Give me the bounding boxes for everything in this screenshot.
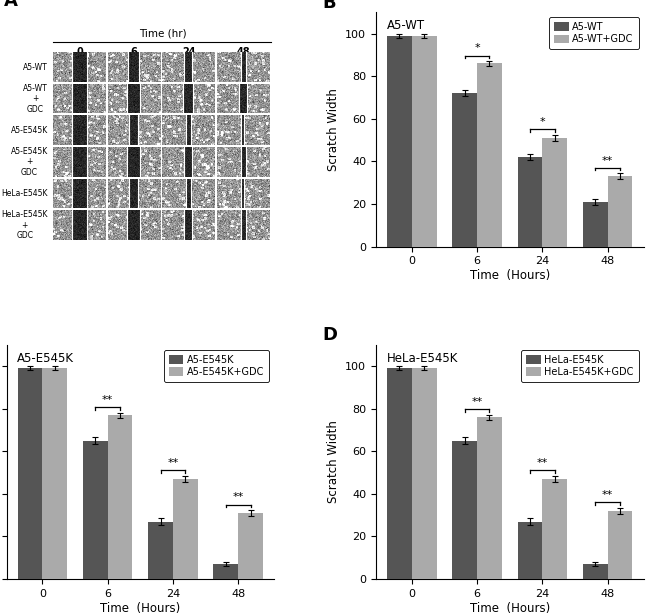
Bar bbox=[411, 36, 437, 246]
Text: A5-WT: A5-WT bbox=[387, 19, 424, 33]
Legend: HeLa-E545K, HeLa-E545K+GDC: HeLa-E545K, HeLa-E545K+GDC bbox=[521, 350, 639, 382]
Bar bbox=[452, 440, 477, 579]
Bar bbox=[583, 564, 608, 579]
Text: **: ** bbox=[602, 490, 613, 500]
Bar bbox=[387, 36, 411, 246]
X-axis label: Time  (Hours): Time (Hours) bbox=[100, 602, 181, 615]
Text: **: ** bbox=[233, 492, 244, 503]
Text: 48: 48 bbox=[237, 47, 250, 57]
Bar bbox=[411, 368, 437, 579]
Bar bbox=[517, 522, 542, 579]
Text: HeLa-E545K
+
GDC: HeLa-E545K + GDC bbox=[1, 210, 48, 240]
Text: **: ** bbox=[602, 156, 613, 166]
Y-axis label: Scratch Width: Scratch Width bbox=[326, 421, 339, 503]
Text: *: * bbox=[540, 117, 545, 128]
Text: *: * bbox=[474, 43, 480, 54]
Text: Time (hr): Time (hr) bbox=[138, 29, 186, 39]
Text: 6: 6 bbox=[131, 47, 137, 57]
Text: **: ** bbox=[102, 395, 113, 405]
Bar bbox=[18, 368, 42, 579]
Bar bbox=[148, 522, 173, 579]
Text: **: ** bbox=[537, 458, 548, 468]
Bar bbox=[608, 176, 632, 246]
X-axis label: Time  (Hours): Time (Hours) bbox=[469, 602, 550, 615]
Bar bbox=[108, 415, 133, 579]
Text: HeLa-E545K: HeLa-E545K bbox=[387, 352, 458, 365]
Text: **: ** bbox=[167, 458, 179, 468]
Bar bbox=[42, 368, 67, 579]
Text: A5-WT
+
GDC: A5-WT + GDC bbox=[23, 84, 48, 113]
Bar bbox=[583, 202, 608, 246]
Text: D: D bbox=[322, 326, 337, 344]
Bar bbox=[542, 479, 567, 579]
Text: **: ** bbox=[471, 397, 483, 407]
Bar bbox=[608, 511, 632, 579]
Text: A5-E545K
+
GDC: A5-E545K + GDC bbox=[11, 147, 48, 177]
Text: 24: 24 bbox=[182, 47, 196, 57]
Bar bbox=[213, 564, 239, 579]
Bar bbox=[173, 479, 198, 579]
Text: 0: 0 bbox=[76, 47, 83, 57]
Text: HeLa-E545K: HeLa-E545K bbox=[1, 189, 48, 198]
Legend: A5-WT, A5-WT+GDC: A5-WT, A5-WT+GDC bbox=[549, 17, 639, 49]
Legend: A5-E545K, A5-E545K+GDC: A5-E545K, A5-E545K+GDC bbox=[164, 350, 269, 382]
Bar bbox=[239, 513, 263, 579]
Y-axis label: Scratch Width: Scratch Width bbox=[326, 88, 339, 171]
Bar bbox=[477, 63, 502, 246]
Bar bbox=[517, 157, 542, 246]
Text: A5-E545K: A5-E545K bbox=[17, 352, 74, 365]
Text: A: A bbox=[4, 0, 18, 10]
Bar bbox=[83, 440, 108, 579]
Text: B: B bbox=[322, 0, 336, 12]
Text: A5-WT: A5-WT bbox=[23, 62, 48, 71]
Bar bbox=[452, 93, 477, 246]
X-axis label: Time  (Hours): Time (Hours) bbox=[469, 269, 550, 282]
Bar bbox=[477, 417, 502, 579]
Bar bbox=[387, 368, 411, 579]
Bar bbox=[542, 138, 567, 246]
Text: A5-E545K: A5-E545K bbox=[11, 126, 48, 135]
